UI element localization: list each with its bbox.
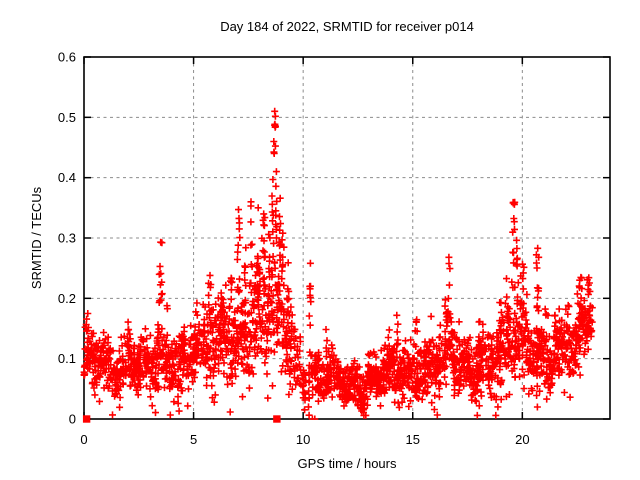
- y-tick-labels: 0 0.1 0.2 0.3 0.4 0.5 0.6: [58, 50, 76, 427]
- plot-frame: [83, 56, 611, 420]
- chart-title: Day 184 of 2022, SRMTID for receiver p01…: [220, 19, 474, 34]
- y-tick-label: 0.6: [58, 50, 76, 65]
- x-tick-label: 10: [296, 432, 310, 447]
- data-series-srmtid: [80, 107, 596, 420]
- y-tick-label: 0.2: [58, 291, 76, 306]
- y-tick-label: 0.5: [58, 110, 76, 125]
- x-tick-label: 15: [406, 432, 420, 447]
- x-axis-label: GPS time / hours: [298, 456, 397, 471]
- y-axis-label: SRMTID / TECUs: [29, 186, 44, 289]
- y-tick-label: 0.3: [58, 231, 76, 246]
- y-tick-label: 0.1: [58, 351, 76, 366]
- x-tick-label: 5: [190, 432, 197, 447]
- scatter-points-plus-markers: [80, 107, 596, 420]
- zero-value-square-marker: [82, 415, 91, 423]
- zero-value-square-marker: [273, 415, 281, 423]
- x-tick-label: 0: [80, 432, 87, 447]
- x-tick-label: 20: [515, 432, 529, 447]
- y-tick-label: 0: [69, 412, 76, 427]
- x-tick-labels: 0 5 10 15 20: [80, 432, 529, 447]
- axis-zero-markers: [82, 415, 281, 423]
- y-tick-label: 0.4: [58, 170, 76, 185]
